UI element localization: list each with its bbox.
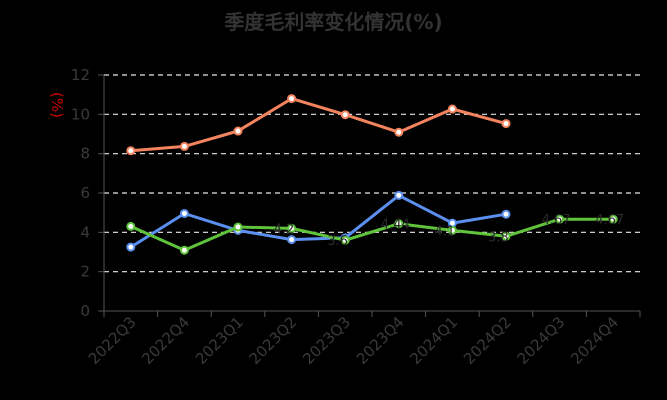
x-tick-label: 2022Q4 — [138, 313, 193, 368]
x-tick-label: 2023Q1 — [192, 313, 247, 368]
grid-lines — [104, 74, 640, 273]
y-tick-label: 2 — [80, 263, 90, 281]
data-point — [447, 225, 457, 235]
x-tick-label: 2024Q2 — [460, 313, 515, 368]
data-point — [340, 110, 350, 120]
y-axis-label: (%) — [48, 92, 66, 118]
y-tick-label: 4 — [80, 223, 90, 241]
data-label: 3.6 — [327, 234, 348, 249]
data-point — [287, 94, 297, 104]
data-label: 4.67 — [542, 213, 571, 228]
axes — [98, 74, 641, 317]
x-tick-label: 2024Q4 — [567, 313, 622, 368]
x-tick-label: 2024Q3 — [514, 313, 569, 368]
data-point — [501, 119, 511, 129]
y-tick-label: 0 — [80, 302, 90, 320]
x-tick-labels: 2022Q32022Q42023Q12023Q22023Q32023Q42024… — [85, 313, 622, 368]
data-point — [287, 223, 297, 233]
data-point — [179, 208, 189, 218]
y-tick-label: 6 — [80, 184, 90, 202]
data-point — [608, 214, 618, 224]
data-label: 4.2 — [274, 222, 295, 237]
data-point — [555, 214, 565, 224]
x-tick-label: 2023Q2 — [246, 313, 301, 368]
data-label: 3.8 — [488, 230, 509, 245]
data-point — [126, 146, 136, 156]
x-tick-label: 2024Q1 — [406, 313, 461, 368]
data-point — [447, 104, 457, 114]
data-point — [126, 221, 136, 231]
data-label: 4.44 — [381, 218, 410, 233]
series-line-3 — [129, 217, 615, 252]
data-point — [501, 231, 511, 241]
y-tick-label: 12 — [71, 66, 90, 84]
series-line-1 — [129, 97, 508, 153]
chart-title: 季度毛利率变化情况(%) — [224, 10, 443, 34]
data-labels: 4.2 3.6 4.44 4.1 3.8 4.67 4.67 — [274, 213, 625, 249]
series — [126, 94, 618, 255]
data-point — [179, 245, 189, 255]
data-point — [394, 219, 404, 229]
data-point — [394, 190, 404, 200]
data-point — [126, 242, 136, 252]
data-point — [340, 235, 350, 245]
data-point — [394, 127, 404, 137]
data-point — [233, 222, 243, 232]
x-tick-label: 2023Q4 — [353, 313, 408, 368]
data-point — [501, 209, 511, 219]
y-tick-labels: 0 2 4 6 8 10 12 — [71, 66, 90, 320]
data-label: 4.67 — [595, 213, 624, 228]
data-label: 4.1 — [434, 224, 455, 239]
x-tick-label: 2022Q3 — [85, 313, 140, 368]
data-point — [287, 235, 297, 245]
series-line-2 — [129, 193, 508, 249]
y-tick-label: 8 — [80, 145, 90, 163]
data-point — [233, 126, 243, 136]
x-tick-label: 2023Q3 — [299, 313, 354, 368]
data-point — [179, 141, 189, 151]
y-tick-label: 10 — [71, 105, 90, 123]
